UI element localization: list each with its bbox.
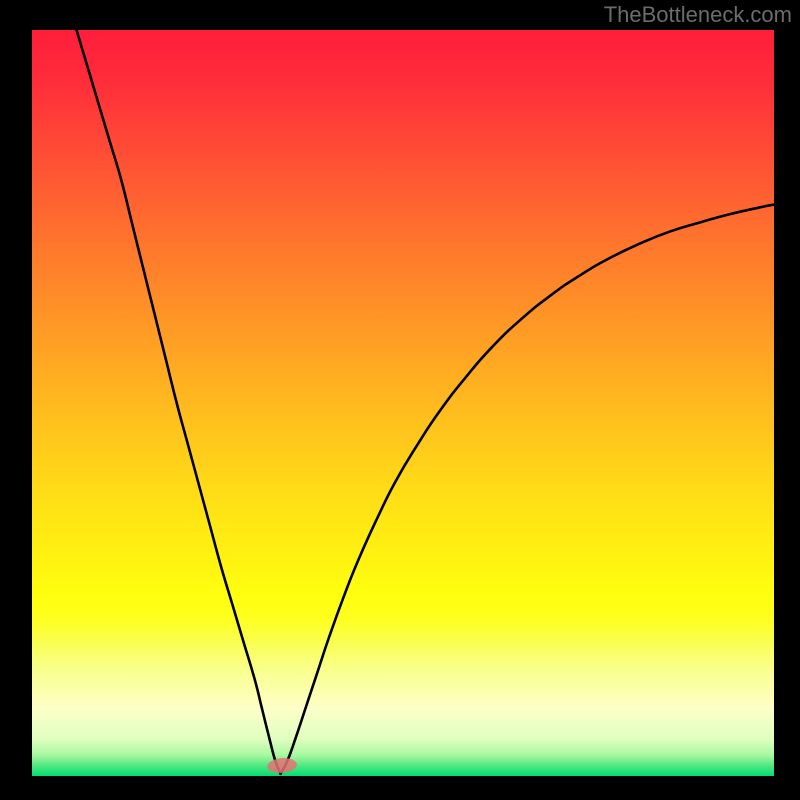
chart-svg: [32, 30, 774, 776]
chart-background: [32, 30, 774, 776]
watermark-text: TheBottleneck.com: [604, 2, 792, 28]
chart-container: TheBottleneck.com: [0, 0, 800, 800]
plot-area: [32, 30, 774, 776]
